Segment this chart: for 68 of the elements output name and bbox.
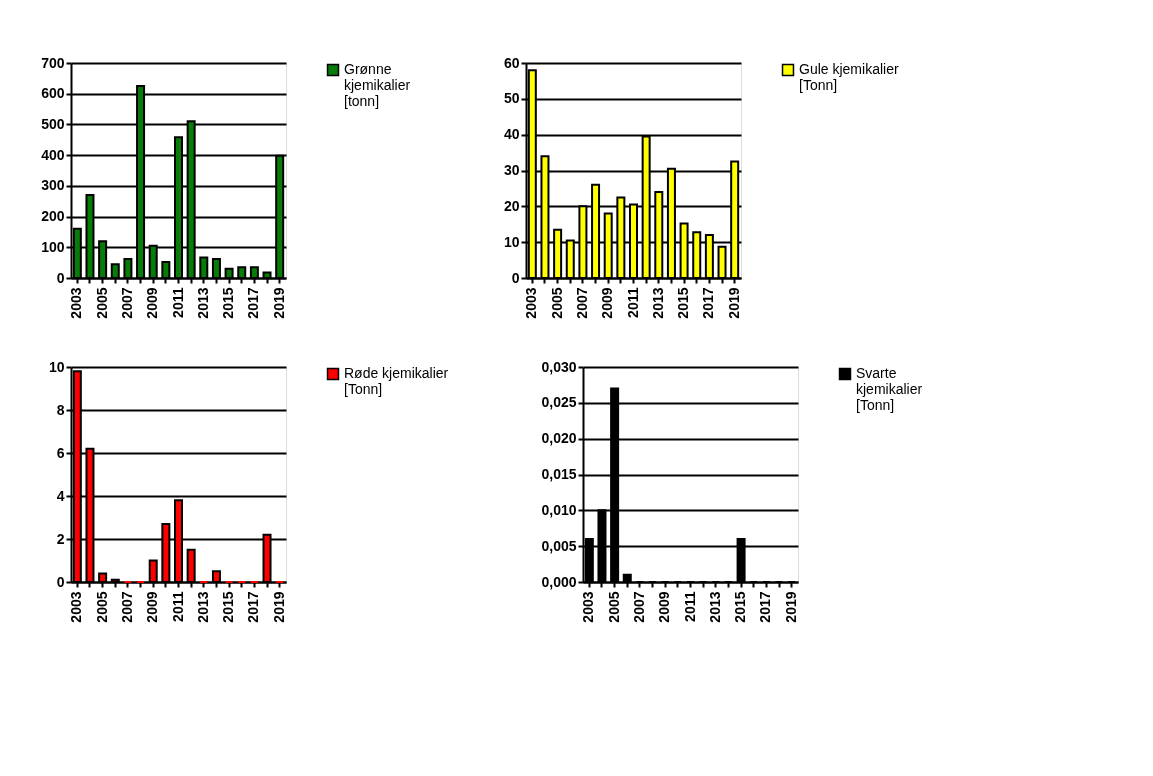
x-tick-label: 2009 — [656, 591, 673, 623]
x-tick-label: 2011 — [681, 591, 698, 622]
y-tick-label: 0,010 — [541, 501, 577, 518]
x-tick-label: 2013 — [706, 591, 723, 623]
x-tick-label: 2013 — [194, 591, 211, 623]
x-tick-label: 2017 — [245, 287, 262, 319]
x-tick-label: 2011 — [169, 591, 186, 622]
y-tick-label: 0,030 — [541, 358, 577, 375]
y-tick-label: 600 — [41, 85, 65, 102]
x-tick-label: 2015 — [732, 591, 749, 623]
x-tick-label: 2013 — [649, 287, 666, 319]
x-tick-label: 2003 — [580, 591, 597, 623]
y-tick-label: 400 — [41, 146, 65, 163]
x-tick-label: 2007 — [118, 591, 135, 623]
legend-label: Røde kjemikalier [Tonn] — [344, 365, 449, 397]
x-tick-label: 2017 — [757, 591, 774, 623]
y-tick-label: 60 — [503, 54, 520, 71]
x-tick-label: 2009 — [144, 287, 161, 319]
y-tick-label: 4 — [56, 487, 65, 504]
y-tick-label: 0,000 — [541, 573, 577, 590]
y-tick-label: 40 — [503, 126, 520, 143]
x-tick-label: 2003 — [523, 287, 540, 319]
y-tick-label: 2 — [56, 530, 65, 547]
x-tick-label: 2003 — [68, 287, 85, 319]
y-tick-label: 700 — [41, 54, 65, 71]
x-tick-label: 2009 — [144, 591, 161, 623]
x-tick-label: 2007 — [573, 287, 590, 319]
y-tick-label: 0 — [56, 573, 65, 590]
y-tick-label: 200 — [41, 208, 65, 225]
x-tick-label: 2019 — [782, 591, 799, 623]
y-tick-label: 20 — [503, 197, 520, 214]
x-tick-label: 2015 — [675, 287, 692, 319]
y-tick-label: 6 — [56, 444, 65, 461]
y-tick-label: 0 — [511, 269, 520, 286]
y-tick-label: 30 — [503, 162, 520, 178]
x-tick-label: 2011 — [169, 287, 186, 318]
x-tick-label: 2019 — [270, 287, 287, 319]
x-tick-label: 2005 — [548, 287, 565, 319]
x-tick-label: 2017 — [245, 591, 262, 623]
y-tick-label: 300 — [41, 177, 65, 194]
x-tick-label: 2005 — [605, 591, 622, 623]
x-tick-label: 2003 — [68, 591, 85, 623]
x-tick-label: 2011 — [624, 287, 641, 318]
x-tick-label: 2019 — [270, 591, 287, 623]
y-tick-label: 100 — [41, 238, 65, 255]
y-tick-label: 0,025 — [541, 394, 577, 411]
y-tick-label: 0,005 — [541, 537, 577, 554]
x-tick-label: 2015 — [220, 287, 237, 319]
x-tick-label: 2013 — [194, 287, 211, 319]
y-tick-label: 8 — [56, 401, 65, 418]
x-tick-label: 2015 — [220, 591, 237, 623]
x-tick-label: 2017 — [700, 287, 717, 319]
x-tick-label: 2007 — [630, 591, 647, 623]
y-tick-label: 10 — [503, 233, 520, 250]
y-tick-label: 10 — [48, 358, 65, 375]
legend-label: Svarte kjemikalier [Tonn] — [856, 365, 923, 413]
y-tick-label: 500 — [41, 115, 65, 132]
y-tick-label: 0,015 — [541, 466, 577, 482]
x-tick-label: 2005 — [93, 591, 110, 623]
legend-label: Gule kjemikalier [Tonn] — [799, 61, 899, 93]
y-tick-label: 0 — [56, 269, 65, 286]
y-tick-label: 50 — [503, 90, 520, 107]
y-tick-label: 0,020 — [541, 430, 577, 447]
x-tick-label: 2009 — [599, 287, 616, 319]
x-tick-label: 2007 — [118, 287, 135, 319]
legend-label: Grønne kjemikalier [tonn] — [344, 61, 411, 109]
x-tick-label: 2005 — [93, 287, 110, 319]
x-tick-label: 2019 — [725, 287, 742, 319]
